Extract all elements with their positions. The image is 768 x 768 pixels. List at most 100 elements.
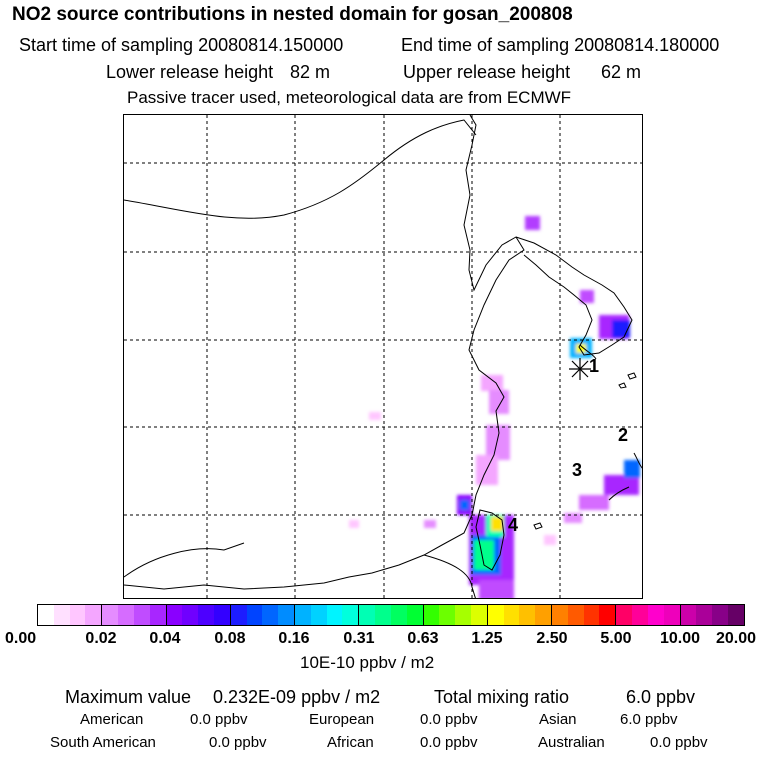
colorbar-swatch (53, 605, 70, 625)
start-time-label: Start time of sampling 20080814.150000 (19, 35, 344, 55)
region-name: African (327, 734, 374, 751)
region-name: South American (50, 734, 156, 751)
coast-segment (423, 554, 476, 598)
concentration-field (349, 216, 640, 598)
map-canvas (124, 115, 642, 598)
region-value: 0.0 ppbv (190, 711, 248, 728)
region-value: 0.0 ppbv (420, 734, 478, 751)
colorbar-swatch (632, 605, 648, 625)
colorbar-swatch (455, 605, 471, 625)
plume-cell (474, 540, 494, 570)
colorbar-swatch (213, 605, 231, 625)
region-name: Asian (539, 711, 577, 728)
colorbar-swatch (295, 605, 311, 625)
colorbar-swatch (198, 605, 214, 625)
max-value: 0.232E-09 ppbv / m2 (213, 687, 381, 707)
colorbar-swatch (69, 605, 86, 625)
max-value-label: Maximum value (65, 687, 192, 707)
coast-segment (633, 452, 642, 469)
colorbar-tick: 0.63 (407, 630, 439, 647)
lower-release-label: Lower release height (106, 62, 274, 82)
plume-cell (525, 216, 540, 230)
colorbar-swatch (470, 605, 488, 625)
colorbar-swatch (390, 605, 407, 625)
coastlines (124, 115, 642, 598)
island (627, 372, 637, 380)
marker-label-3: 3 (572, 460, 583, 480)
colorbar-swatch (663, 605, 681, 625)
plume-cell (624, 460, 640, 478)
colorbar-swatch (342, 605, 360, 625)
colorbar-swatch (680, 605, 697, 625)
plume-cell (486, 425, 510, 460)
upper-release-label: Upper release height (403, 62, 571, 82)
plume-cell (576, 344, 586, 353)
region-name: European (309, 711, 375, 728)
island (618, 382, 627, 389)
colorbar-swatch (326, 605, 343, 625)
colorbar-tick: 10.00 (659, 630, 701, 647)
border-line (124, 542, 245, 578)
colorbar-swatch (423, 605, 440, 625)
marker-label-1: 1 (589, 356, 600, 376)
colorbar-swatch (519, 605, 536, 625)
station-asterisk-icon (569, 358, 591, 380)
lower-release-value: 82 m (290, 62, 331, 82)
marker-label-2: 2 (618, 425, 629, 445)
colorbar-swatch (583, 605, 600, 625)
border-line (124, 119, 477, 219)
colorbar-swatch (696, 605, 713, 625)
colorbar-swatch (487, 605, 504, 625)
coast-segment (608, 486, 630, 501)
plume-cell (544, 535, 556, 545)
colorbar-swatch (616, 605, 633, 625)
plume-cell (491, 517, 503, 531)
region-value: 6.0 ppbv (620, 711, 678, 728)
colorbar-tick: 0.31 (343, 630, 375, 647)
colorbar-tick: 2.50 (536, 630, 568, 647)
colorbar-tick: 0.00 (5, 630, 37, 647)
colorbar-swatch (359, 605, 376, 625)
plume-cell (369, 412, 381, 420)
coast-segment (579, 344, 597, 360)
marker-label-4: 4 (508, 515, 519, 535)
plume-cell (479, 580, 514, 598)
total-mixing-label: Total mixing ratio (434, 687, 570, 707)
china-coast (124, 115, 525, 590)
colorbar-swatch (102, 605, 119, 625)
colorbar-swatch (647, 605, 664, 625)
plume-cell (349, 520, 359, 528)
map-title: NO2 source contributions in nested domai… (12, 4, 573, 25)
colorbar-swatch (406, 605, 424, 625)
colorbar-swatch (182, 605, 199, 625)
colorbar-tick: 1.25 (471, 630, 503, 647)
gridlines (124, 115, 642, 598)
region-value: 0.0 ppbv (650, 734, 708, 751)
island (533, 522, 543, 530)
colorbar-swatch (375, 605, 391, 625)
colorbar-tick: 0.04 (149, 630, 181, 647)
colorbar-unit: 10E-10 ppbv / m2 (300, 653, 435, 672)
colorbar-swatch (439, 605, 456, 625)
colorbar-swatch (278, 605, 295, 625)
colorbar-swatch (38, 605, 54, 625)
tracer-note: Passive tracer used, meteorological data… (127, 88, 572, 107)
colorbar (37, 604, 745, 626)
colorbar-tick: 0.02 (85, 630, 117, 647)
korea-coast (515, 236, 633, 356)
region-name: Australian (538, 734, 605, 751)
region-name: American (80, 711, 144, 728)
colorbar-swatch (230, 605, 247, 625)
colorbar-swatch (503, 605, 520, 625)
plume-cell (460, 500, 469, 510)
end-time-label: End time of sampling 20080814.180000 (401, 35, 720, 55)
colorbar-swatch (567, 605, 584, 625)
colorbar-tick: 0.08 (214, 630, 246, 647)
colorbar-swatch (149, 605, 167, 625)
map-panel (123, 114, 643, 599)
plume-cell (564, 513, 582, 523)
colorbar-swatch (133, 605, 150, 625)
colorbar-tick: 0.16 (278, 630, 310, 647)
colorbar-swatch (599, 605, 617, 625)
colorbar-swatch (166, 605, 183, 625)
